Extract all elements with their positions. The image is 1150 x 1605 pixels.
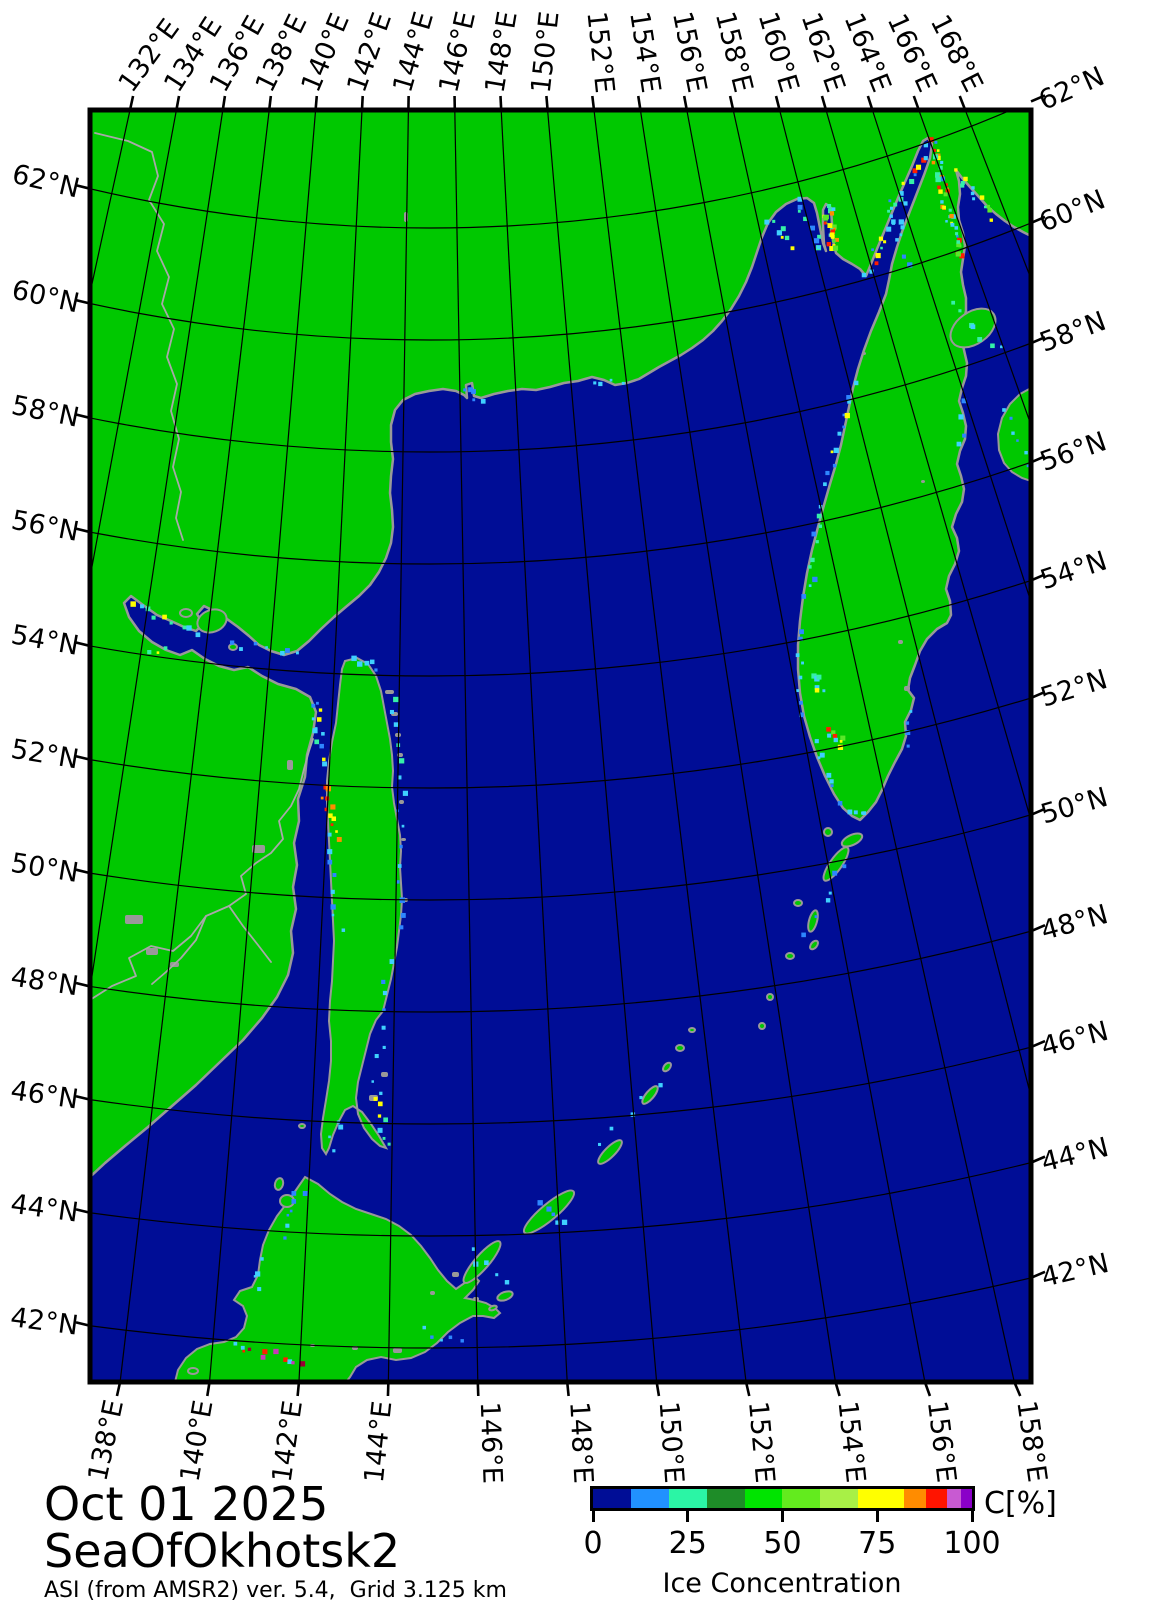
svg-text:156°E: 156°E	[666, 9, 712, 96]
river-tributary	[151, 915, 207, 985]
svg-text:48°N: 48°N	[9, 962, 81, 1003]
colorbar-segment	[926, 1489, 948, 1508]
svg-text:62°N: 62°N	[9, 159, 82, 205]
colorbar-segment	[820, 1489, 859, 1508]
colorbar-segment	[960, 1489, 972, 1508]
svg-text:58°N: 58°N	[9, 390, 82, 434]
region-label: SeaOfOkhotsk2	[44, 1524, 401, 1578]
colorbar-segment	[668, 1489, 707, 1508]
map-frame	[87, 107, 1034, 1385]
svg-text:62°N: 62°N	[1034, 61, 1109, 117]
svg-text:146°E: 146°E	[433, 9, 482, 96]
svg-text:54°N: 54°N	[1037, 546, 1111, 597]
svg-text:154°E: 154°E	[832, 1399, 871, 1484]
svg-text:156°E: 156°E	[921, 1399, 962, 1484]
date-label: Oct 01 2025	[44, 1477, 329, 1531]
svg-text:48°N: 48°N	[1038, 899, 1112, 947]
sakhalin-island	[319, 656, 404, 1156]
svg-text:138°E: 138°E	[83, 1397, 130, 1484]
colorbar-caption: Ice Concentration	[662, 1568, 902, 1599]
river-tributary	[228, 905, 272, 963]
svg-text:44°N: 44°N	[1038, 1132, 1112, 1178]
colorbar-segment	[782, 1489, 821, 1508]
svg-text:54°N: 54°N	[9, 619, 81, 661]
svg-text:52°N: 52°N	[9, 734, 81, 776]
graticule-grid	[90, 110, 1031, 1382]
svg-text:52°N: 52°N	[1037, 664, 1111, 714]
axis-tick-marks	[75, 94, 1046, 1397]
svg-text:146°E: 146°E	[474, 1401, 508, 1484]
svg-text:152°E: 152°E	[580, 10, 619, 95]
colorbar-segment	[630, 1489, 669, 1508]
amur-river	[90, 738, 314, 1001]
colorbar-segment	[858, 1489, 904, 1508]
svg-text:56°N: 56°N	[1036, 426, 1110, 478]
colorbar-segment	[947, 1489, 961, 1508]
ice-concentration-colorbar	[590, 1486, 975, 1511]
colorbar-segment	[903, 1489, 927, 1508]
svg-text:140°E: 140°E	[175, 1398, 220, 1484]
svg-text:60°N: 60°N	[1035, 184, 1110, 238]
svg-text:142°E: 142°E	[267, 1399, 309, 1485]
svg-text:42°N: 42°N	[9, 1302, 81, 1342]
svg-text:148°E: 148°E	[563, 1401, 598, 1485]
ocean-region	[90, 136, 1031, 1382]
colorbar-unit-label: C[%]	[984, 1486, 1057, 1521]
svg-text:152°E: 152°E	[742, 1400, 780, 1484]
svg-text:154°E: 154°E	[623, 9, 666, 95]
svg-text:42°N: 42°N	[1038, 1248, 1111, 1294]
svg-text:158°E: 158°E	[709, 9, 759, 96]
svg-text:158°E: 158°E	[1010, 1399, 1052, 1485]
colorbar-segment	[706, 1489, 745, 1508]
svg-text:46°N: 46°N	[1038, 1016, 1112, 1063]
svg-text:60°N: 60°N	[9, 275, 82, 320]
river-line	[94, 132, 184, 541]
svg-text:56°N: 56°N	[9, 505, 82, 548]
kuril-and-small-islands	[179, 307, 997, 1375]
svg-text:46°N: 46°N	[9, 1075, 81, 1115]
svg-text:50°N: 50°N	[9, 848, 81, 889]
svg-text:148°E: 148°E	[480, 9, 524, 95]
svg-text:58°N: 58°N	[1036, 306, 1111, 359]
colorbar-segment	[593, 1489, 631, 1508]
rivers	[90, 132, 314, 1001]
svg-text:150°E: 150°E	[653, 1400, 690, 1484]
source-label: ASI (from AMSR2) ver. 5.4, Grid 3.125 km	[44, 1578, 507, 1603]
colorbar-segment	[744, 1489, 783, 1508]
svg-text:144°E: 144°E	[359, 1399, 398, 1484]
svg-text:150°E: 150°E	[526, 10, 566, 95]
svg-text:44°N: 44°N	[9, 1189, 81, 1229]
map-area	[90, 110, 1031, 1382]
svg-text:50°N: 50°N	[1037, 782, 1111, 831]
